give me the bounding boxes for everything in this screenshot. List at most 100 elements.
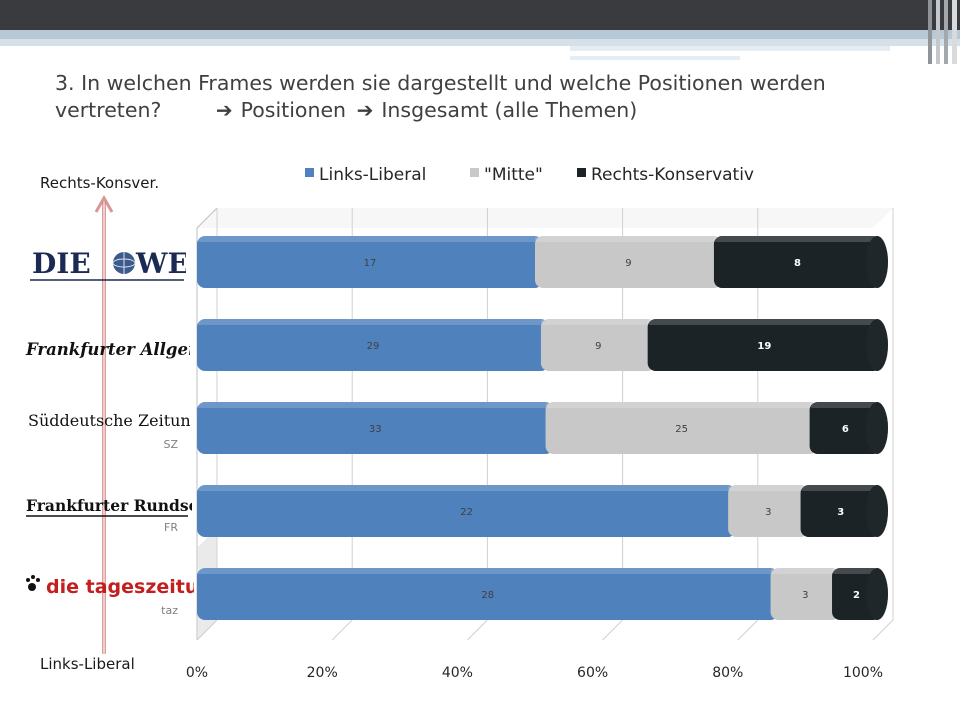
x-tick-label: 20% (307, 665, 338, 681)
bar-end-cap-face (866, 236, 888, 288)
bar-segment-highlight (728, 485, 809, 491)
legend-swatch (305, 168, 314, 177)
data-label: 28 (481, 590, 494, 601)
bar-segment-highlight (540, 319, 656, 325)
bar-segment-body (728, 485, 809, 537)
bar-segment-highlight (197, 485, 737, 491)
data-label: 19 (757, 341, 771, 352)
chart-top-floor (197, 208, 893, 228)
logo-die-welt-part2: WELT (135, 247, 186, 280)
data-label: 3 (837, 507, 844, 518)
header-bars (0, 0, 960, 64)
data-label: 3 (765, 507, 771, 518)
bar-segment-body (197, 319, 549, 371)
bar-segment: 22 (197, 485, 737, 537)
bar-segment-highlight (647, 319, 881, 325)
bar-segment-highlight (809, 402, 881, 408)
logo-faz: Frankfurter Allgemeine (24, 336, 245, 366)
bar-segment-highlight (545, 402, 818, 408)
scale-arrow (94, 194, 114, 654)
bar-segment-body (197, 568, 779, 620)
bar-segment-highlight (832, 568, 881, 574)
x-tick-label: 100% (843, 665, 883, 681)
bar-segment-highlight (713, 236, 881, 242)
bar-end-cap-face (866, 319, 888, 371)
bar-segment: 29 (197, 319, 549, 371)
bar-segment: 6 (809, 402, 881, 454)
bar-segment-highlight (197, 319, 549, 325)
bar-segment-body (197, 236, 543, 288)
bar-segment: 9 (540, 319, 656, 371)
data-label: 33 (369, 424, 382, 435)
title-line-2: vertreten? ➔ Positionen ➔ Insgesamt (alle … (55, 97, 935, 124)
title-part-vertreten: vertreten? (55, 98, 162, 122)
stacked-bar-chart: Links-Liberal "Mitte" Rechts-Konservativ 1… (161, 165, 894, 681)
category-labels: SZ FR taz (161, 438, 178, 617)
logo-die-welt: DIE WELT (28, 243, 227, 283)
legend-swatch (577, 168, 586, 177)
bar-segment-highlight (197, 236, 543, 242)
bar-segment-highlight (535, 236, 722, 242)
axis-label-bottom: Links-Liberal (40, 655, 135, 673)
bar-segment: 3 (770, 568, 841, 620)
bar-segment-highlight (197, 402, 554, 408)
logo-taz-text: die tageszeitung (46, 576, 194, 598)
slide-title: 3. In welchen Frames werden sie dargeste… (55, 70, 935, 124)
logo-fr-text: Frankfurter Rundschau (26, 496, 192, 515)
category-label: FR (164, 521, 178, 534)
bar-segment: 25 (545, 402, 818, 454)
legend-label: Rechts-Konservativ (591, 165, 754, 185)
bar-segment: 8 (713, 236, 881, 288)
bar-segment-body (809, 402, 881, 454)
category-label: SZ (163, 438, 178, 451)
legend-label: "Mitte" (484, 165, 543, 185)
bar-segment-highlight (197, 568, 779, 574)
logo-sz-text: Süddeutsche Zeitung (28, 411, 190, 430)
bar-end-cap-face (866, 402, 888, 454)
category-label: taz (161, 604, 178, 617)
bar-segment-body (713, 236, 881, 288)
data-label: 29 (367, 341, 380, 352)
data-label: 9 (625, 258, 631, 269)
data-label: 2 (853, 590, 860, 601)
title-line-1: 3. In welchen Frames werden sie dargeste… (55, 71, 826, 95)
bar-segment-body (545, 402, 818, 454)
bar-end-cap-face (866, 568, 888, 620)
chart-legend: Links-Liberal "Mitte" Rechts-Konservativ (305, 165, 754, 185)
x-tick-label: 60% (577, 665, 608, 681)
legend-label: Links-Liberal (319, 165, 426, 185)
data-label: 9 (595, 341, 601, 352)
legend-swatch (470, 168, 479, 177)
bar-segment-body (535, 236, 722, 288)
bar-segment: 28 (197, 568, 779, 620)
bar-segment-body (540, 319, 656, 371)
data-label: 6 (842, 424, 849, 435)
logo-fr: Frankfurter Rundschau (24, 492, 231, 524)
bar-segment-body (800, 485, 881, 537)
x-tick-label: 80% (712, 665, 743, 681)
gridline-floor (467, 619, 488, 641)
bar-end-cap-face (866, 485, 888, 537)
x-axis-ticks: 0% 20% 40% 60% 80% 100% (186, 665, 883, 681)
bar-segment-body (770, 568, 841, 620)
bar-segment: 3 (800, 485, 881, 537)
arrow-right-icon: ➔ (215, 98, 233, 122)
bar-segment: 17 (197, 236, 543, 288)
wall-top-edge (196, 207, 218, 229)
gridline-floor (872, 619, 894, 641)
data-label: 22 (460, 507, 473, 518)
bar-segment-body (197, 485, 737, 537)
logo-die-welt-part1: DIE (32, 247, 91, 280)
bar-segment-highlight (800, 485, 881, 491)
bar-segment-highlight (770, 568, 841, 574)
logo-sueddeutsche: Süddeutsche Zeitung (24, 408, 201, 438)
gridline-floor (602, 619, 623, 641)
paw-icon (26, 575, 40, 591)
data-label: 3 (802, 590, 808, 601)
bar-segment: 3 (728, 485, 809, 537)
gridline-floor (331, 619, 353, 641)
bar-segment: 19 (647, 319, 881, 371)
x-tick-label: 0% (186, 665, 208, 681)
logo-faz-text: Frankfurter Allgemeine (25, 340, 190, 359)
